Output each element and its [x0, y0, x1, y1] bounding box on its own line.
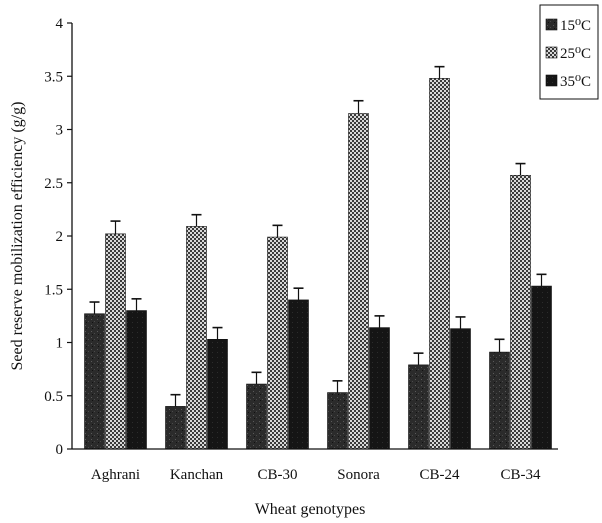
bar-sonora-series-2 [348, 113, 369, 450]
bar-kanchan-series-1 [165, 406, 186, 450]
bar-aghrani-series-3 [126, 310, 147, 450]
x-tick-label: Kanchan [170, 467, 224, 483]
legend-swatch-series-2 [545, 46, 558, 59]
bar-cb-30-series-3 [288, 299, 309, 450]
legend-label-series-3: 35⁰C [560, 74, 591, 90]
y-tick-label: 4 [56, 16, 64, 32]
x-tick-label: Sonora [337, 467, 380, 483]
legend-label-series-1: 15⁰C [560, 18, 591, 34]
bar-cb-34-series-2 [510, 174, 531, 450]
x-axis-title: Wheat genotypes [255, 501, 366, 518]
bar-cb-24-series-2 [429, 78, 450, 450]
bar-cb-34-series-3 [531, 285, 552, 450]
y-tick-label: 0 [56, 442, 64, 458]
bar-aghrani-series-2 [105, 233, 126, 450]
bar-cb-34-series-1 [489, 351, 510, 450]
y-tick-label: 2 [56, 229, 64, 245]
y-tick-label: 1.5 [44, 282, 63, 298]
legend: 15⁰C 25⁰C 35⁰C [539, 4, 599, 100]
bar-cb-30-series-2 [267, 236, 288, 450]
bar-sonora-series-1 [327, 392, 348, 450]
bar-kanchan-series-3 [207, 339, 228, 450]
y-tick-label: 3.5 [44, 69, 63, 85]
legend-swatch-series-1 [545, 18, 558, 31]
bar-cb-24-series-1 [408, 364, 429, 450]
bar-aghrani-series-1 [84, 313, 105, 450]
legend-label-series-2: 25⁰C [560, 46, 591, 62]
y-tick-label: 0.5 [44, 389, 63, 405]
x-tick-label: CB-30 [257, 467, 297, 483]
y-tick-label: 2.5 [44, 176, 63, 192]
legend-swatch-series-3 [545, 74, 558, 87]
bar-cb-24-series-3 [450, 328, 471, 450]
x-tick-label: CB-34 [500, 467, 541, 483]
y-tick-label: 1 [56, 336, 64, 352]
y-tick-label: 3 [56, 123, 64, 139]
y-axis-title: Seed reserve mobilization efficiency (g/… [9, 102, 26, 371]
bar-sonora-series-3 [369, 327, 390, 450]
bar-cb-30-series-1 [246, 383, 267, 450]
x-tick-label: CB-24 [419, 467, 460, 483]
plot-area: Aghrani Kanchan CB-30 Sonora CB-24 CB-34 0 0.5 1… [44, 16, 558, 483]
x-tick-label: Aghrani [91, 467, 140, 483]
bar-kanchan-series-2 [186, 226, 207, 450]
